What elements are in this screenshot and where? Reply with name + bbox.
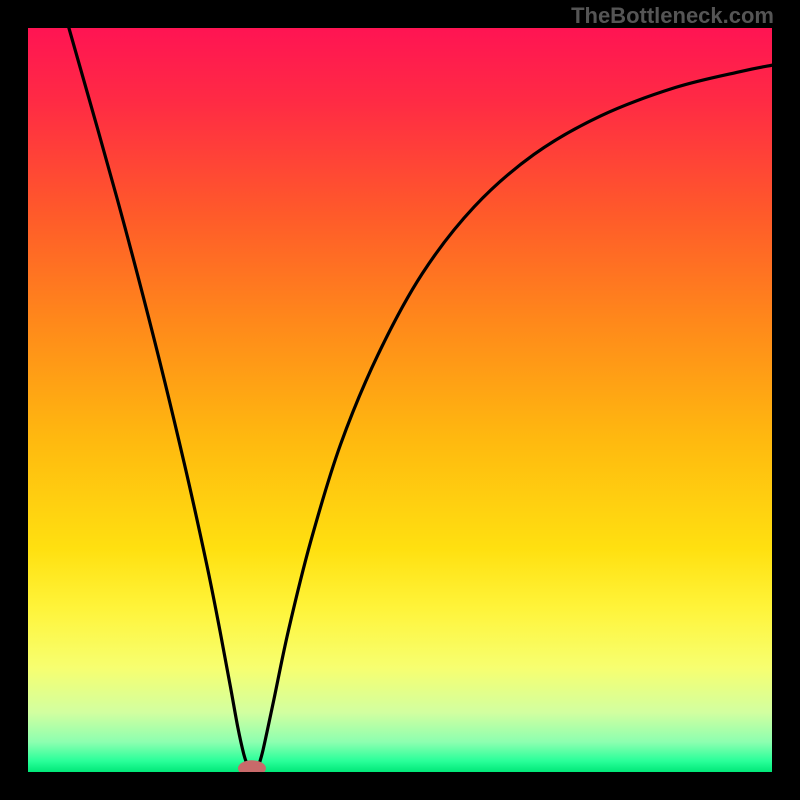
plot-area [28,28,772,772]
chart-container: TheBottleneck.com [0,0,800,800]
watermark-text: TheBottleneck.com [571,3,774,29]
gradient-background [28,28,772,772]
